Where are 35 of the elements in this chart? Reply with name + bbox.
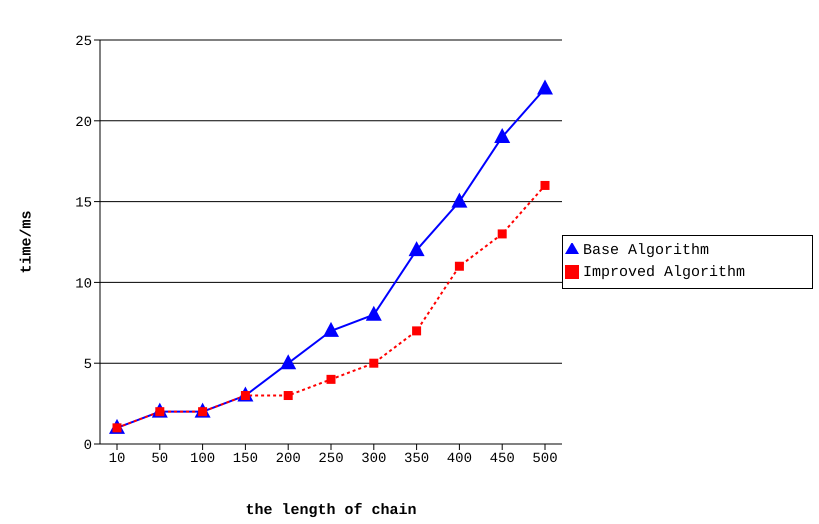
point xyxy=(540,180,550,190)
x-tick-label: 500 xyxy=(532,450,558,467)
y-tick-label: 20 xyxy=(75,114,92,131)
point xyxy=(408,241,425,256)
x-axis-title: the length of chain xyxy=(245,502,417,519)
point xyxy=(494,128,510,143)
legend-label: Improved Algorithm xyxy=(583,264,746,281)
point xyxy=(537,79,553,94)
x-tick-label: 250 xyxy=(318,450,344,467)
point xyxy=(280,354,296,370)
x-tick-label: 10 xyxy=(108,450,126,467)
point xyxy=(366,306,382,321)
x-tick-label: 200 xyxy=(276,450,301,467)
y-tick-label: 0 xyxy=(84,438,92,454)
point xyxy=(369,358,378,368)
y-tick-label: 15 xyxy=(75,196,92,212)
x-tick-label: 400 xyxy=(446,450,472,467)
x-tick-label: 300 xyxy=(361,450,386,467)
point xyxy=(412,326,422,336)
y-tick-label: 25 xyxy=(75,34,92,50)
y-tick-label: 5 xyxy=(84,357,92,374)
point xyxy=(326,374,336,384)
x-tick-label: 150 xyxy=(232,450,258,467)
point xyxy=(451,192,468,208)
x-tick-label: 100 xyxy=(190,450,216,467)
point xyxy=(498,229,507,238)
point xyxy=(323,322,339,337)
x-tick-label: 50 xyxy=(151,450,168,467)
x-tick-label: 450 xyxy=(490,450,515,467)
point xyxy=(454,262,464,271)
point xyxy=(284,391,293,400)
y-tick-label: 10 xyxy=(75,276,92,292)
legend-label: Base Algorithm xyxy=(583,242,710,259)
x-tick-label: 350 xyxy=(404,450,430,467)
y-axis-title: time/ms xyxy=(18,210,36,274)
